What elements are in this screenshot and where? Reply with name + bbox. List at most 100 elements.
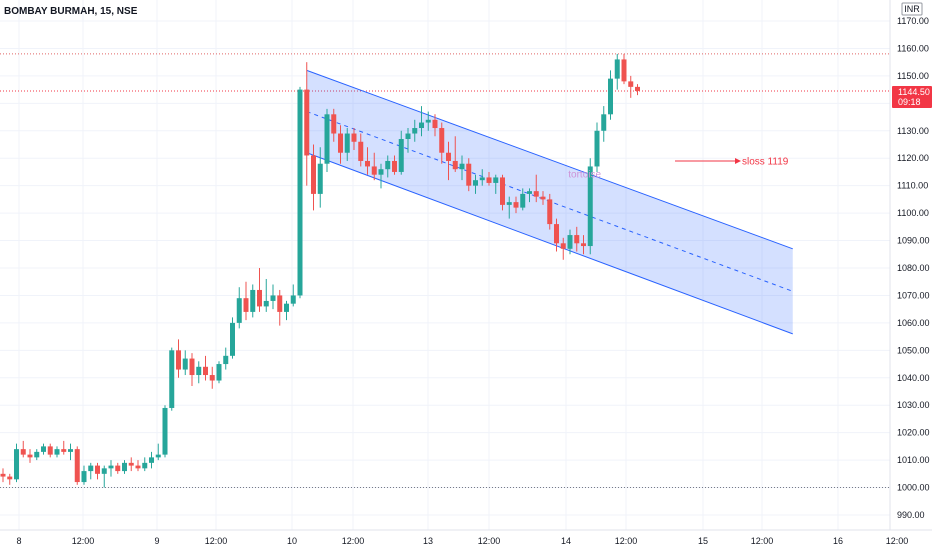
- candle-body: [27, 454, 33, 458]
- candle-body: [493, 177, 499, 183]
- candle: [74, 446, 80, 485]
- candle-body: [162, 407, 168, 455]
- candle-body: [581, 243, 586, 247]
- candle: [398, 130, 404, 175]
- candle-body: [304, 89, 310, 156]
- candle-body: [398, 139, 404, 172]
- candle: [135, 460, 141, 472]
- candle: [290, 284, 296, 307]
- candle-body: [61, 449, 67, 452]
- candle-body: [351, 133, 357, 142]
- candle-body: [209, 375, 215, 381]
- candle-body: [14, 449, 19, 480]
- candle-body: [108, 465, 114, 469]
- candle-body: [432, 119, 438, 129]
- channel-upper-line[interactable]: [306, 69, 793, 250]
- candle: [14, 443, 19, 483]
- y-tick-label: 1120.00: [897, 153, 929, 163]
- stop-loss-note[interactable]: sloss 1119: [742, 156, 789, 167]
- candle-body: [513, 202, 519, 208]
- x-tick-label: 14: [561, 536, 571, 546]
- candle-body: [392, 160, 397, 172]
- candle-body: [230, 322, 235, 356]
- candle-body: [263, 300, 269, 307]
- candle: [81, 465, 87, 485]
- candle-body: [365, 160, 370, 167]
- candle-body: [122, 462, 127, 472]
- candle: [412, 119, 418, 142]
- candle-body: [115, 465, 121, 472]
- candle: [351, 128, 357, 150]
- candle-body: [567, 235, 573, 249]
- candle-body: [331, 114, 337, 134]
- candle-body: [419, 122, 424, 129]
- x-tick-label: 12:00: [886, 536, 909, 546]
- x-tick-label: 12:00: [72, 536, 95, 546]
- tortoise-note[interactable]: tortoise: [568, 170, 601, 181]
- candle-body: [635, 86, 640, 91]
- y-tick-label: 1020.00: [897, 428, 930, 438]
- candle: [371, 152, 377, 181]
- currency-badge[interactable]: [901, 2, 923, 16]
- x-tick-label: 12:00: [342, 536, 365, 546]
- candle: [189, 353, 195, 387]
- x-tick-label: 15: [698, 536, 708, 546]
- candle-body: [446, 152, 451, 161]
- candle: [587, 158, 593, 255]
- channel-lower-line[interactable]: [306, 152, 793, 335]
- candle-body: [223, 355, 229, 365]
- candle-body: [608, 78, 613, 115]
- candle: [365, 147, 370, 175]
- annotations[interactable]: tortoise sloss 1119: [568, 156, 789, 180]
- candle-body: [324, 114, 330, 164]
- candle: [216, 361, 222, 384]
- candle: [439, 122, 445, 164]
- candle-body: [614, 59, 620, 79]
- x-tick-label: 13: [423, 536, 433, 546]
- candle: [47, 443, 53, 458]
- candle: [540, 191, 546, 205]
- candle-body: [358, 141, 364, 161]
- x-tick-label: 10: [287, 536, 297, 546]
- candle: [297, 86, 303, 299]
- candle: [581, 235, 586, 255]
- candle-body: [506, 202, 512, 205]
- candle-body: [101, 468, 107, 474]
- candle-body: [574, 235, 580, 244]
- candle: [533, 174, 539, 203]
- candle: [27, 449, 33, 463]
- candle-body: [486, 177, 492, 183]
- candle: [338, 125, 343, 164]
- candle: [574, 226, 580, 252]
- candle: [182, 350, 188, 376]
- candle: [230, 317, 235, 359]
- candle: [68, 443, 73, 461]
- candle-body: [479, 177, 485, 181]
- candle: [142, 457, 148, 472]
- candle: [270, 284, 276, 310]
- time-axis[interactable]: 8 12:00 9 12:00 10 12:00 13 12:00 14 12:00 15 12:00…: [16, 536, 908, 546]
- y-tick-label: 1080.00: [897, 263, 930, 273]
- candle: [95, 462, 100, 480]
- candle-body: [34, 451, 40, 458]
- candle-body: [243, 298, 249, 312]
- candle: [486, 171, 492, 186]
- candle: [34, 449, 40, 461]
- candle: [344, 128, 350, 161]
- candle: [176, 339, 181, 378]
- candle: [425, 111, 431, 131]
- candle: [527, 188, 532, 203]
- candle: [567, 229, 573, 255]
- candle-body: [554, 224, 559, 244]
- x-tick-label: 16: [833, 536, 843, 546]
- candle-body: [216, 364, 222, 381]
- y-tick-label: 1170.00: [897, 16, 929, 26]
- candle: [547, 193, 553, 230]
- candle-body: [189, 358, 195, 376]
- candle-body: [344, 133, 350, 153]
- candle-body: [236, 298, 242, 323]
- y-tick-label: 1050.00: [897, 345, 930, 355]
- candle: [20, 440, 26, 458]
- candle-body: [0, 473, 6, 477]
